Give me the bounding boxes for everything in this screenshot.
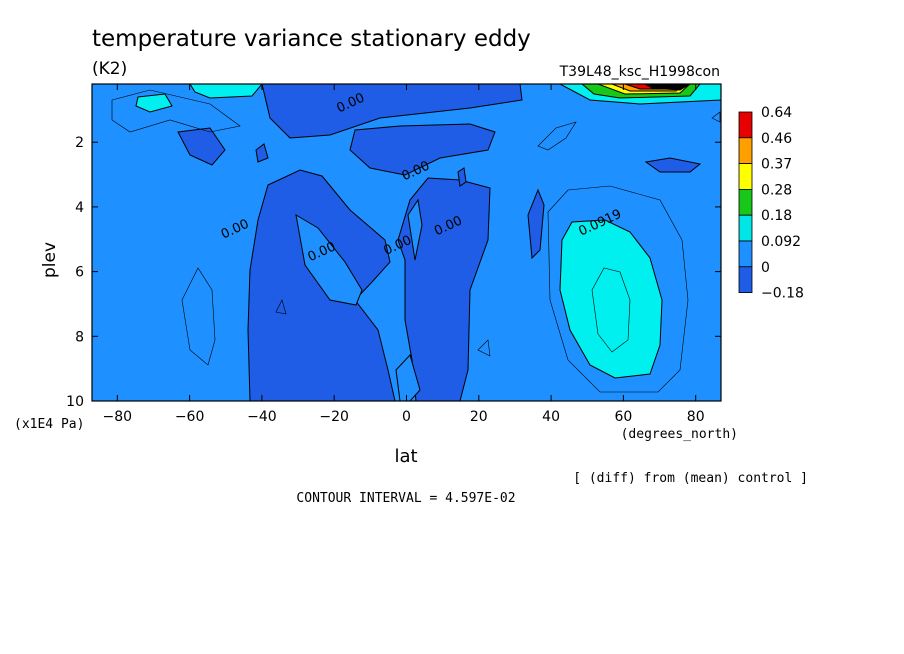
spot-black: [643, 84, 691, 91]
contour-small-2: [275, 299, 287, 315]
contour-top-left-1: [111, 89, 241, 133]
x-tick-label: −80: [103, 409, 133, 425]
positive-regions: [135, 84, 663, 379]
contour-ring-north-2: [591, 267, 631, 353]
thin-contours: [111, 89, 721, 393]
x-tick-label: −60: [175, 409, 205, 425]
contour-small-1: [477, 339, 491, 357]
patch-lower: [395, 354, 421, 401]
x-axis-title: lat: [394, 446, 417, 467]
region-right-small: [644, 157, 702, 173]
colorbar-swatch: [738, 214, 753, 242]
contour-plot: 0.000.000.000.00 0.000.00 0.0919: [92, 84, 721, 401]
colorbar-swatch: [738, 163, 753, 190]
colorbar-label: 0.37: [761, 157, 792, 173]
region-top-band: [261, 84, 523, 139]
contour-small-3: [711, 111, 721, 123]
x-tick-label: 80: [687, 409, 705, 425]
colorbar-label: 0: [761, 260, 770, 276]
y-tick-label: 6: [75, 265, 84, 281]
patch-center: [407, 198, 423, 261]
colorbar: 0.64 0.46 0.37 0.28 0.18 0.092 0 −0.18: [738, 105, 804, 302]
x-tick-label: 0: [402, 409, 411, 425]
colorbar-swatch: [738, 188, 753, 216]
contour-interval: CONTOUR INTERVAL = 4.597E-02: [296, 491, 515, 506]
colorbar-swatch: [738, 111, 753, 139]
contour-upper-right: [537, 121, 577, 151]
x-tick-label: 20: [470, 409, 488, 425]
colorbar-label: 0.18: [761, 208, 792, 224]
axes-layer: −80 −60 −40 −20 0 20 40 60 80 2 4 6 8 10: [66, 84, 721, 425]
colorbar-label: 0.092: [761, 234, 801, 250]
cyan-blob-top-mid: [189, 84, 263, 99]
units-label: (K2): [92, 59, 127, 79]
region-mid-streak: [527, 188, 545, 260]
y-tick-label: 2: [75, 135, 84, 151]
region-upper-blob: [349, 123, 496, 176]
y-tick-label: 4: [75, 200, 84, 216]
y-axis-title: plev: [40, 242, 60, 278]
run-label: T39L48_ksc_H1998con: [559, 64, 720, 80]
diff-note: [ (diff) from (mean) control ]: [573, 471, 808, 486]
region-right-tiny: [457, 167, 467, 187]
colorbar-label: 0.64: [761, 105, 792, 121]
cyan-blob-top-left: [135, 93, 173, 113]
colorbar-label: 0.28: [761, 182, 792, 198]
colorbar-swatch: [738, 240, 753, 268]
y-tick-label: 8: [75, 329, 84, 345]
y-axis-units: (x1E4 Pa): [14, 417, 84, 432]
high-value-spot: [559, 84, 721, 105]
y-tick-label: 10: [66, 394, 84, 410]
x-axis-units: (degrees_north): [621, 427, 738, 442]
x-tick-label: 60: [614, 409, 632, 425]
cyan-blob-north: [559, 219, 663, 379]
inner-patches: [295, 198, 423, 401]
colorbar-swatch: [738, 266, 753, 293]
patch-south: [295, 214, 363, 306]
contour-ring-north-1: [547, 185, 689, 393]
region-left-small: [177, 127, 226, 166]
colorbar-label: −0.18: [761, 286, 804, 302]
colorbar-label: 0.46: [761, 131, 792, 147]
x-tick-label: −40: [247, 409, 277, 425]
chart-title: temperature variance stationary eddy: [92, 26, 531, 52]
contour-left-oval: [181, 267, 216, 366]
region-left-tiny: [255, 143, 269, 163]
x-tick-label: −20: [319, 409, 349, 425]
colorbar-swatch: [738, 137, 753, 165]
x-tick-label: 40: [542, 409, 560, 425]
